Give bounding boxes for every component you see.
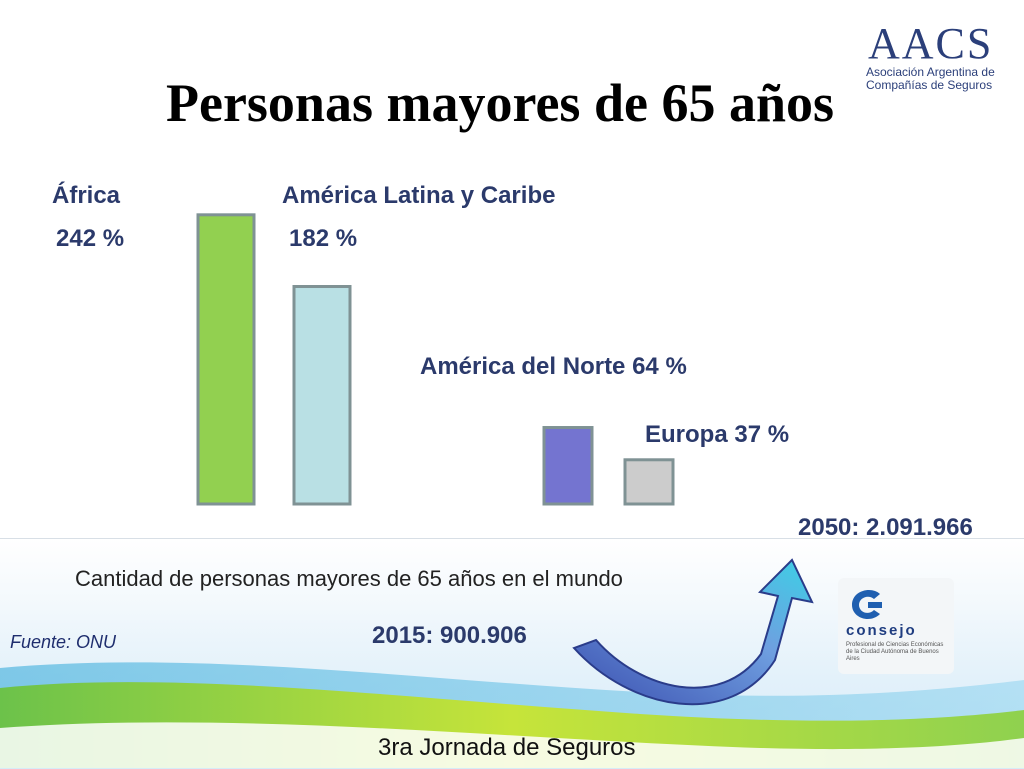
- decorative-wave: [0, 662, 1024, 768]
- slide-title: Personas mayores de 65 años: [166, 73, 834, 133]
- chart-caption: Cantidad de personas mayores de 65 años …: [75, 566, 623, 591]
- source-note: Fuente: ONU: [10, 632, 117, 652]
- consejo-c-icon: [852, 589, 882, 620]
- logo-acronym: AACS: [868, 19, 994, 68]
- consejo-logo: consejo Profesional de Ciencias Económic…: [838, 578, 954, 674]
- bar-america-norte: [542, 426, 594, 506]
- value-2050: 2050: 2.091.966: [798, 514, 973, 541]
- consejo-word: consejo: [846, 622, 917, 639]
- bar-europa: [623, 458, 675, 506]
- footer-text: 3ra Jornada de Seguros: [378, 734, 636, 761]
- growth-arrow-icon: [572, 558, 814, 706]
- label-norte: América del Norte 64 %: [420, 353, 687, 380]
- logo-line-1: Asociación Argentina de: [866, 65, 995, 79]
- label-latam-name: América Latina y Caribe: [282, 182, 556, 209]
- logo-line-2: Compañías de Seguros: [866, 78, 993, 92]
- bar-america-latina: [292, 285, 352, 506]
- label-europa: Europa 37 %: [645, 421, 790, 448]
- consejo-subtext: Profesional de Ciencias Económicas de la…: [846, 642, 944, 662]
- label-africa-name: África: [52, 182, 121, 209]
- bar-africa: [196, 213, 256, 506]
- aacs-logo: AACS Asociación Argentina de Compañías d…: [862, 22, 1002, 94]
- label-latam-value: 182 %: [289, 225, 358, 252]
- value-2015: 2015: 900.906: [372, 622, 527, 649]
- label-africa-value: 242 %: [56, 225, 125, 252]
- bar-chart: [196, 213, 675, 506]
